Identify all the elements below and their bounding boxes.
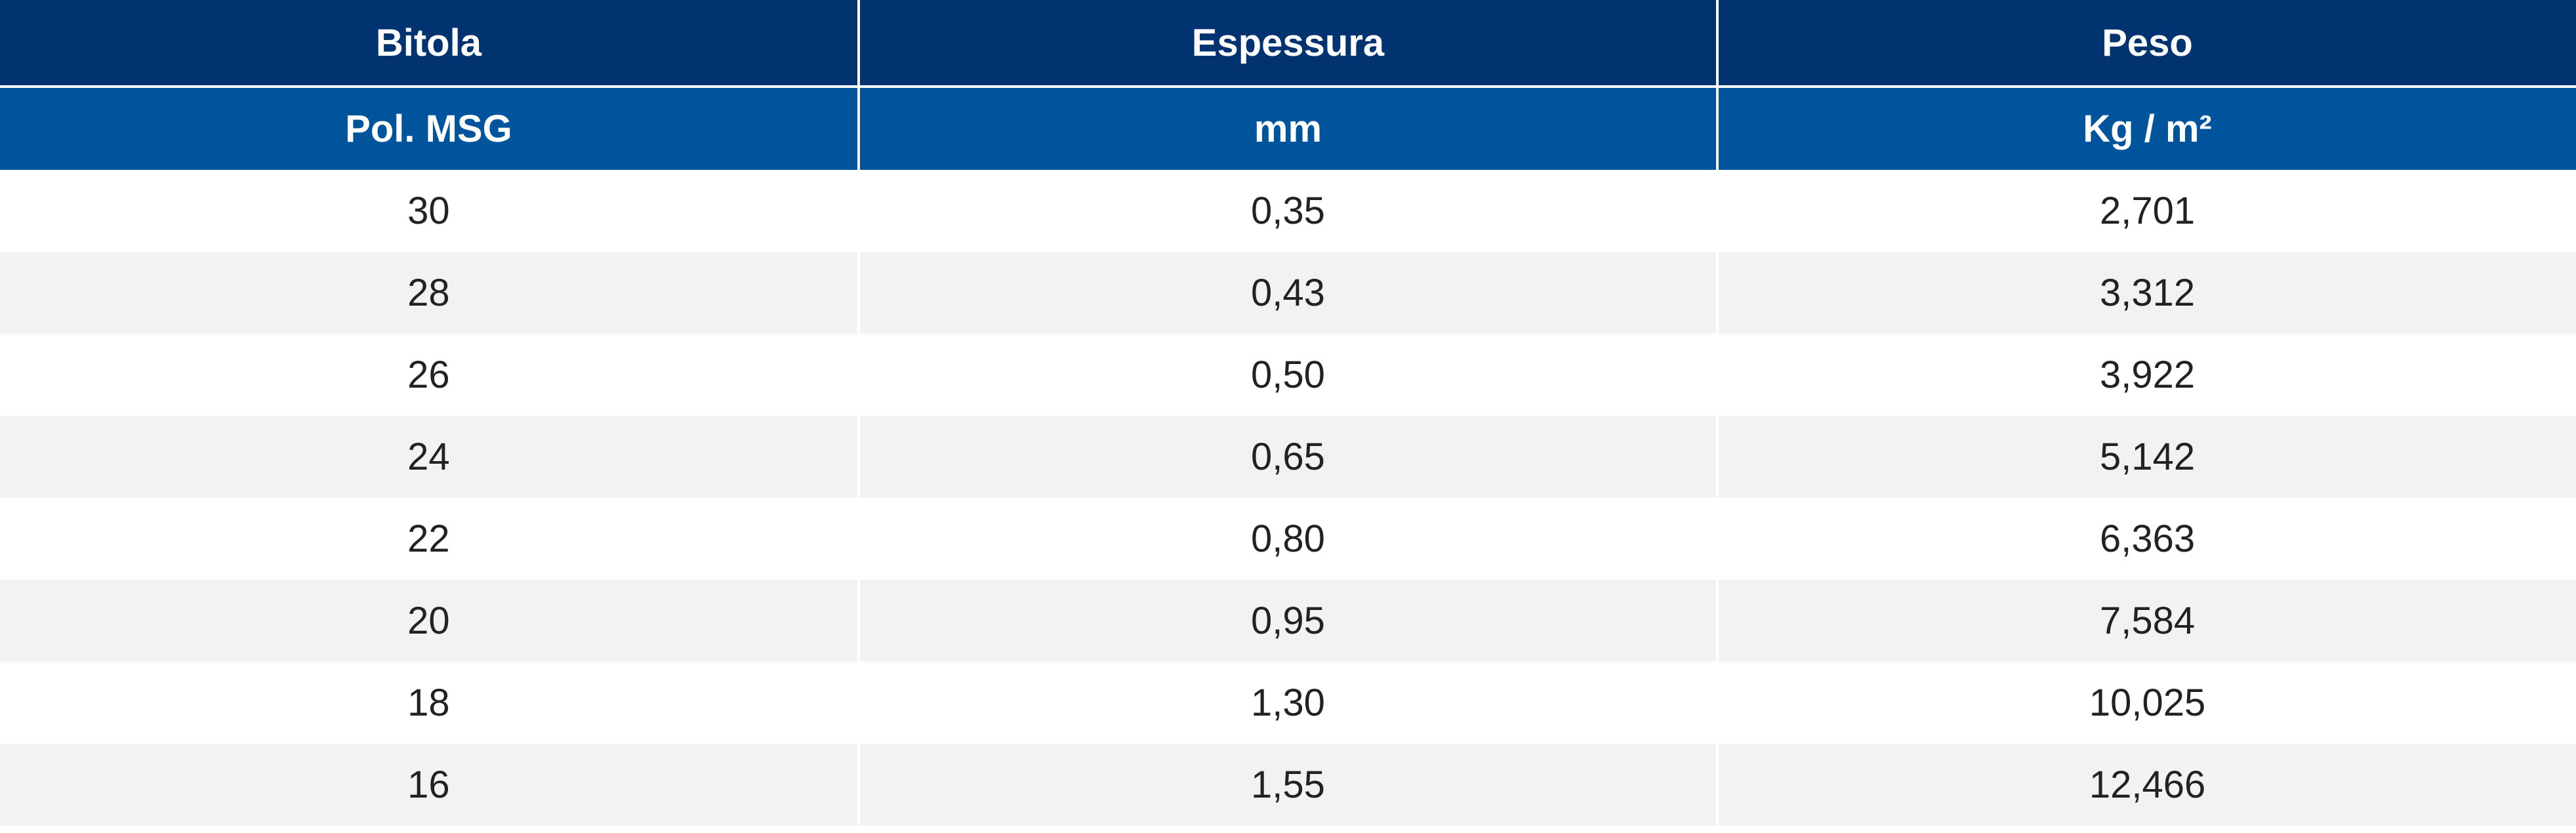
header-cell: Pol. MSG — [0, 85, 859, 170]
table-cell: 30 — [0, 170, 859, 252]
header-row: Pol. MSG mm Kg / m² — [0, 85, 2576, 170]
table-row: 30 0,35 2,701 — [0, 170, 2576, 252]
table-row: 28 0,43 3,312 — [0, 252, 2576, 334]
table-body: 30 0,35 2,701 28 0,43 3,312 26 0,50 3,922 24 0,65 5… — [0, 170, 2576, 826]
header-cell: mm — [857, 85, 1718, 170]
table-cell: 0,50 — [857, 334, 1718, 416]
table-cell: 28 — [0, 252, 859, 334]
header-row: Bitola Espessura Peso — [0, 0, 2576, 87]
table-header: Bitola Espessura Peso Pol. MSG mm Kg / m² — [0, 0, 2576, 170]
header-cell: Bitola — [0, 0, 859, 87]
table-cell: 0,43 — [857, 252, 1718, 334]
table-cell: 20 — [0, 580, 859, 662]
table-cell: 18 — [0, 662, 859, 744]
table-cell: 24 — [0, 416, 859, 498]
table-row: 22 0,80 6,363 — [0, 498, 2576, 580]
table-cell: 0,95 — [857, 580, 1718, 662]
table-row: 24 0,65 5,142 — [0, 416, 2576, 498]
table-cell: 12,466 — [1716, 744, 2576, 826]
table-cell: 10,025 — [1716, 662, 2576, 744]
table-cell: 2,701 — [1716, 170, 2576, 252]
header-cell: Espessura — [857, 0, 1718, 87]
header-cell: Peso — [1716, 0, 2576, 87]
table-row: 16 1,55 12,466 — [0, 744, 2576, 826]
table-cell: 3,922 — [1716, 334, 2576, 416]
table-cell: 1,30 — [857, 662, 1718, 744]
table-cell: 22 — [0, 498, 859, 580]
table-row: 18 1,30 10,025 — [0, 662, 2576, 744]
table-cell: 16 — [0, 744, 859, 826]
header-cell: Kg / m² — [1716, 85, 2576, 170]
table-cell: 0,35 — [857, 170, 1718, 252]
table-cell: 0,80 — [857, 498, 1718, 580]
table-cell: 1,55 — [857, 744, 1718, 826]
table-cell: 6,363 — [1716, 498, 2576, 580]
table-row: 20 0,95 7,584 — [0, 580, 2576, 662]
table-cell: 3,312 — [1716, 252, 2576, 334]
table-cell: 5,142 — [1716, 416, 2576, 498]
table-cell: 7,584 — [1716, 580, 2576, 662]
table-row: 26 0,50 3,922 — [0, 334, 2576, 416]
table-cell: 0,65 — [857, 416, 1718, 498]
table-cell: 26 — [0, 334, 859, 416]
